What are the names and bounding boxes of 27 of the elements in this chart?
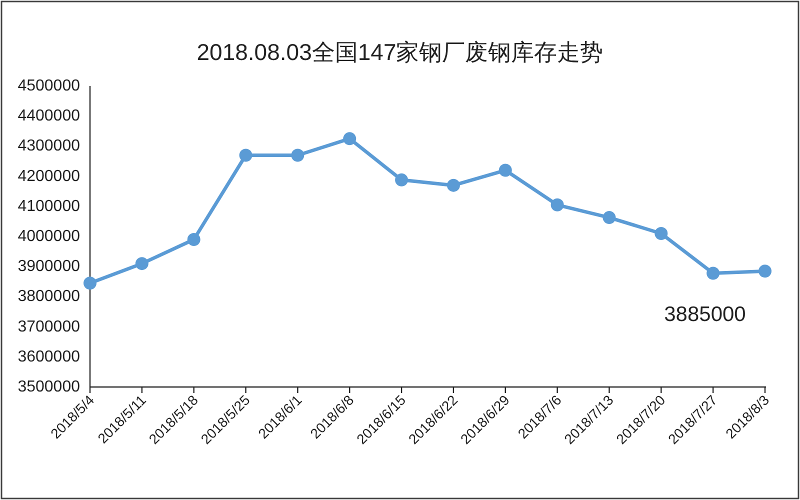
point bbox=[239, 148, 252, 162]
point bbox=[395, 173, 408, 186]
data-label: 3885000 bbox=[664, 303, 746, 326]
point bbox=[84, 276, 96, 290]
y-tick-label: 4100000 bbox=[18, 198, 80, 215]
y-tick-label: 3500000 bbox=[18, 378, 80, 396]
point bbox=[758, 264, 772, 278]
point bbox=[343, 132, 356, 146]
y-tick-label: 4400000 bbox=[18, 108, 80, 125]
chart-title: 2018.08.03全国147家钢厂废钢库存走势 bbox=[196, 39, 604, 65]
y-tick-label: 4500000 bbox=[18, 78, 80, 94]
point bbox=[135, 257, 148, 270]
y-tick-label: 3800000 bbox=[18, 288, 80, 306]
point bbox=[602, 211, 616, 224]
y-tick-label: 3600000 bbox=[18, 348, 80, 366]
y-tick-label: 4200000 bbox=[18, 168, 80, 185]
point bbox=[187, 233, 200, 246]
point bbox=[706, 266, 720, 280]
point bbox=[291, 148, 304, 162]
point bbox=[654, 226, 668, 240]
y-tick-label: 3700000 bbox=[18, 318, 80, 336]
y-tick-label: 3900000 bbox=[18, 258, 80, 276]
point bbox=[498, 164, 512, 177]
point bbox=[550, 198, 564, 212]
y-tick-label: 4000000 bbox=[18, 228, 80, 245]
y-tick-label: 4300000 bbox=[18, 138, 80, 155]
point bbox=[446, 178, 460, 192]
